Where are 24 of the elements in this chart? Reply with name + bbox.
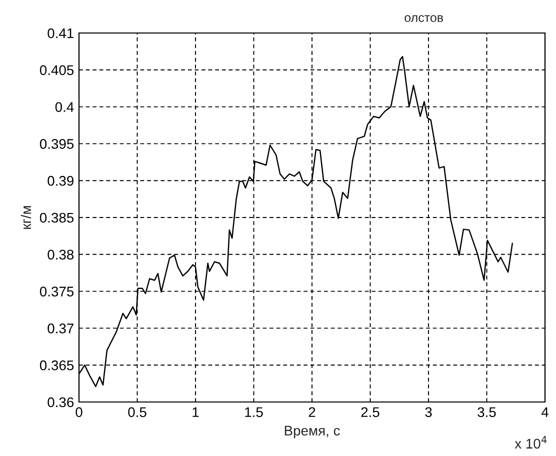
y-tick-label: 0.375 <box>40 286 74 296</box>
x-tick-label: 4 <box>541 407 548 417</box>
x-tick-label: 0 <box>76 407 82 418</box>
y-tick-label: 0.37 <box>48 324 74 334</box>
x-tick-label: 2.5 <box>361 407 380 418</box>
x-tick-label: 3.5 <box>478 407 496 418</box>
x-tick-label: 3 <box>425 407 432 418</box>
y-tick-label: 0.41 <box>48 28 74 38</box>
x-tick-label: 0.5 <box>128 407 146 418</box>
x-tick-label: 1.5 <box>245 407 263 418</box>
x-axis-title: Время, с <box>284 426 340 438</box>
y-tick-label: 0.365 <box>40 360 74 370</box>
y-tick-label: 0.39 <box>48 176 74 186</box>
x-tick-label: 2 <box>308 407 316 417</box>
y-tick-label: 0.38 <box>48 250 74 260</box>
text: x 10$^{4}$ <box>514 436 547 449</box>
y-tick-label: 0.4 <box>55 102 74 112</box>
y-tick-label: 0.385 <box>40 212 74 223</box>
y-tick-label: 0.405 <box>40 65 74 76</box>
y-axis-title: кг/м <box>20 206 32 229</box>
y-tick-label: 0.36 <box>48 397 74 408</box>
x-tick-label: 1 <box>192 407 199 417</box>
y-tick-label: 0.395 <box>40 139 74 149</box>
chart-title: олстов <box>404 15 443 22</box>
